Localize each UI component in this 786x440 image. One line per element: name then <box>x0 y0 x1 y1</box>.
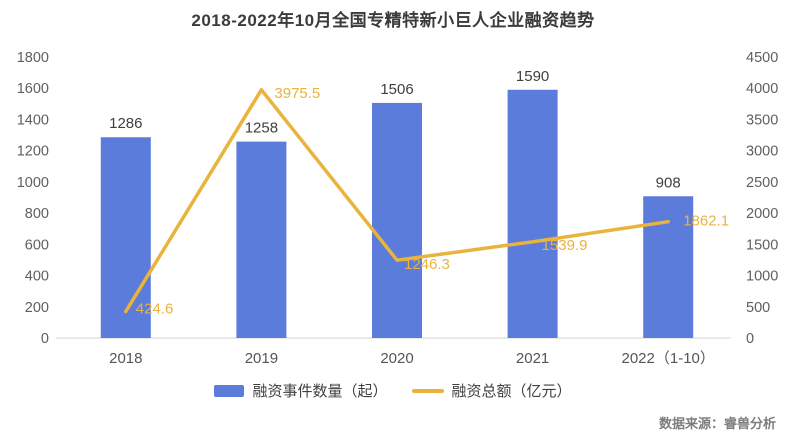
y-axis-right-tick: 3500 <box>746 112 778 128</box>
bar-value-label: 1590 <box>516 68 549 85</box>
y-axis-left-tick: 1400 <box>17 112 49 128</box>
line-series-swatch-icon <box>411 388 444 393</box>
bar-series-swatch-icon <box>214 384 245 397</box>
x-axis-label-2021: 2021 <box>516 350 549 367</box>
x-axis-label-2022（1-10）: 2022（1-10） <box>621 350 714 367</box>
y-axis-left-tick: 800 <box>25 206 49 222</box>
legend-item-bar-series: 融资事件数量（起） <box>214 380 388 401</box>
trend-line <box>124 88 670 314</box>
line-value-label: 424.6 <box>136 300 174 317</box>
bar-2018 <box>100 137 151 338</box>
bar-2019 <box>236 141 287 338</box>
y-axis-right-tick: 1500 <box>746 237 778 253</box>
y-axis-left-tick: 1200 <box>17 144 49 160</box>
y-axis-right-tick: 2500 <box>746 175 778 191</box>
y-axis-right-tick: 4500 <box>746 50 778 66</box>
line-value-label: 1246.3 <box>404 256 450 273</box>
legend-item-line-series: 融资总额（亿元） <box>411 380 572 401</box>
legend-label-line-series: 融资总额（亿元） <box>451 383 572 400</box>
x-axis-label-2019: 2019 <box>245 350 278 367</box>
legend: 融资事件数量（起） 融资总额（亿元） <box>0 380 786 401</box>
line-value-label: 3975.5 <box>274 85 320 102</box>
bar-value-label: 1258 <box>245 120 278 137</box>
line-value-label: 1862.1 <box>683 213 729 230</box>
legend-label-bar-series: 融资事件数量（起） <box>252 383 388 400</box>
y-axis-left-tick: 1000 <box>17 175 49 191</box>
x-axis-label-2020: 2020 <box>380 350 413 367</box>
y-axis-left-tick: 200 <box>25 300 49 316</box>
y-axis-right-tick: 0 <box>746 331 754 347</box>
y-axis-left-tick: 0 <box>41 331 49 347</box>
y-axis-right-tick: 500 <box>746 300 770 316</box>
bar-value-label: 1506 <box>380 81 413 98</box>
y-axis-left-tick: 600 <box>25 237 49 253</box>
y-axis-right-tick: 2000 <box>746 206 778 222</box>
bar-value-label: 908 <box>656 174 681 191</box>
y-axis-right-tick: 4000 <box>746 81 778 97</box>
bar-2021 <box>507 89 558 339</box>
bar-value-label: 1286 <box>109 115 142 132</box>
bar-2022（1-10） <box>643 196 694 338</box>
y-axis-left-tick: 400 <box>25 269 49 285</box>
data-source-note: 数据来源：睿兽分析 <box>658 416 776 431</box>
y-axis-left-tick: 1600 <box>17 81 49 97</box>
y-axis-right-tick: 1000 <box>746 269 778 285</box>
x-axis-label-2018: 2018 <box>109 350 142 367</box>
chart-title: 2018-2022年10月全国专精特新小巨人企业融资趋势 <box>191 11 595 30</box>
y-axis-right-tick: 3000 <box>746 144 778 160</box>
y-axis-left-tick: 1800 <box>17 50 49 66</box>
bar-2020 <box>372 102 422 338</box>
line-value-label: 1539.9 <box>542 237 588 254</box>
